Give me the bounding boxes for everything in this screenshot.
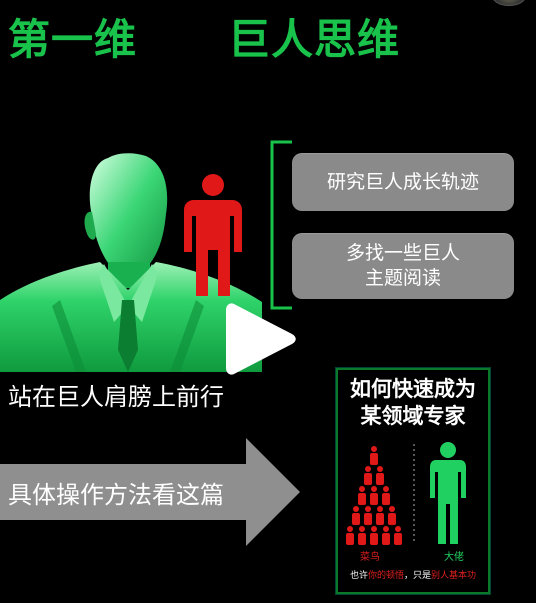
title-left: 第一维: [8, 15, 138, 64]
footer-part-3: ，只是: [404, 571, 432, 581]
book-cover[interactable]: 如何快速成为 某领域专家 菜鸟 大佬: [336, 368, 490, 594]
footer-part-4: 别人基本功: [431, 571, 477, 581]
pill-text: 研究巨人成长轨迹: [326, 170, 479, 193]
avatar[interactable]: [492, 0, 526, 6]
footer-part-2: 你的顿悟: [367, 571, 404, 581]
topic-pill-research-growth: 研究巨人成长轨迹: [292, 153, 514, 211]
topic-pill-theme-reading: 多找一些巨人 主题阅读: [292, 233, 514, 299]
label-expert: 大佬: [444, 552, 464, 563]
novice-vs-expert-illustration: [346, 442, 466, 545]
book-title-line-2: 某领域专家: [360, 404, 466, 429]
label-novice: 菜鸟: [360, 552, 380, 563]
arrow-right-icon[interactable]: [0, 438, 300, 546]
book-title: 如何快速成为 某领域专家: [338, 376, 488, 431]
pill-text-line-1: 多找一些巨人: [345, 242, 460, 265]
play-icon[interactable]: [226, 300, 296, 378]
bracket: [270, 140, 292, 310]
caption-giant-shoulders: 站在巨人肩膀上前行: [8, 383, 224, 411]
arrow-link-label[interactable]: 具体操作方法看这篇: [8, 481, 224, 509]
footer-part-1: 也许: [349, 571, 368, 581]
person-icon: [184, 174, 242, 296]
book-title-line-1: 如何快速成为: [350, 377, 476, 401]
pill-text-line-2: 主题阅读: [364, 267, 441, 289]
title-right: 巨人思维: [228, 15, 401, 64]
book-footer: 也许你的顿悟，只是别人基本功: [338, 568, 488, 581]
